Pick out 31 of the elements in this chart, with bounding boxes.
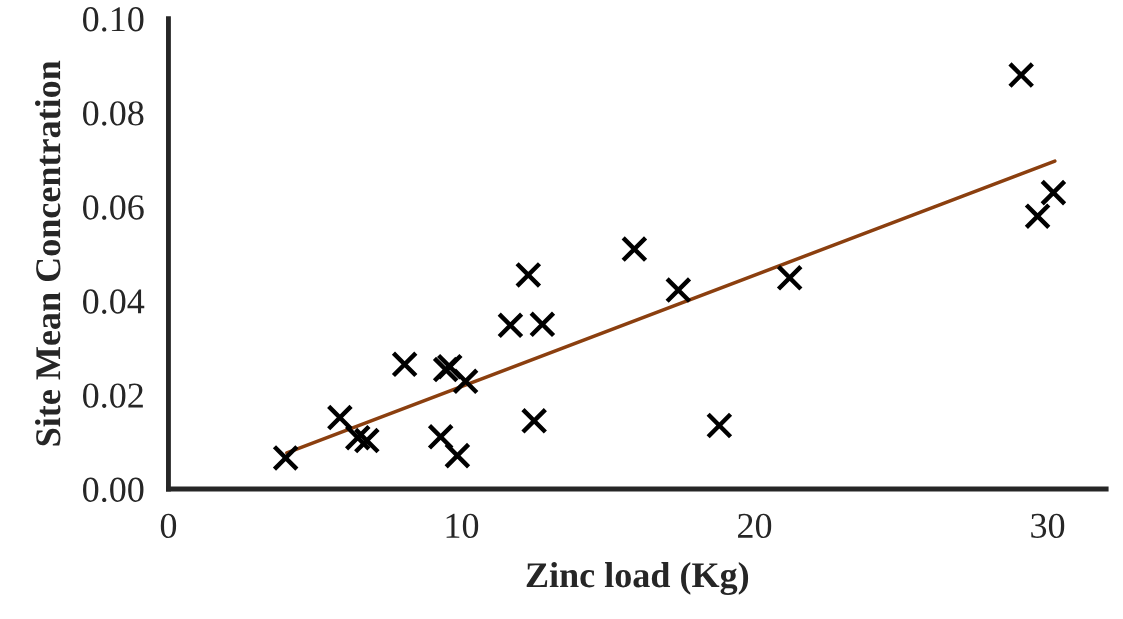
point xyxy=(776,264,804,292)
y-axis-title: Site Mean Concentration xyxy=(35,60,61,446)
point xyxy=(528,310,556,338)
x-tick-label: 30 xyxy=(1031,513,1065,539)
y-tick-label: 0.08 xyxy=(83,101,144,126)
y-tick-label: 0.04 xyxy=(83,289,145,314)
point xyxy=(497,311,524,339)
point xyxy=(705,412,733,439)
point xyxy=(1039,179,1067,207)
point xyxy=(427,423,455,451)
point xyxy=(1024,202,1051,230)
y-tick-label: 0.00 xyxy=(83,477,144,503)
point xyxy=(353,427,381,454)
point xyxy=(620,235,648,263)
x-tick-label: 10 xyxy=(446,513,479,539)
y-tick-label: 0.10 xyxy=(83,7,144,32)
x-tick-label: 20 xyxy=(738,513,772,539)
y-tick-label: 0.06 xyxy=(83,195,144,220)
point xyxy=(520,407,548,435)
point xyxy=(1007,61,1035,89)
point xyxy=(344,424,372,452)
point xyxy=(452,367,479,395)
point xyxy=(443,442,471,470)
point xyxy=(664,276,692,304)
y-tick-label: 0.02 xyxy=(83,383,143,408)
x-tick-label: 0 xyxy=(160,513,177,539)
point xyxy=(272,444,300,472)
point xyxy=(391,350,419,378)
point xyxy=(514,261,542,289)
x-axis-title: Zinc load (Kg) xyxy=(526,562,749,596)
point xyxy=(326,404,354,431)
